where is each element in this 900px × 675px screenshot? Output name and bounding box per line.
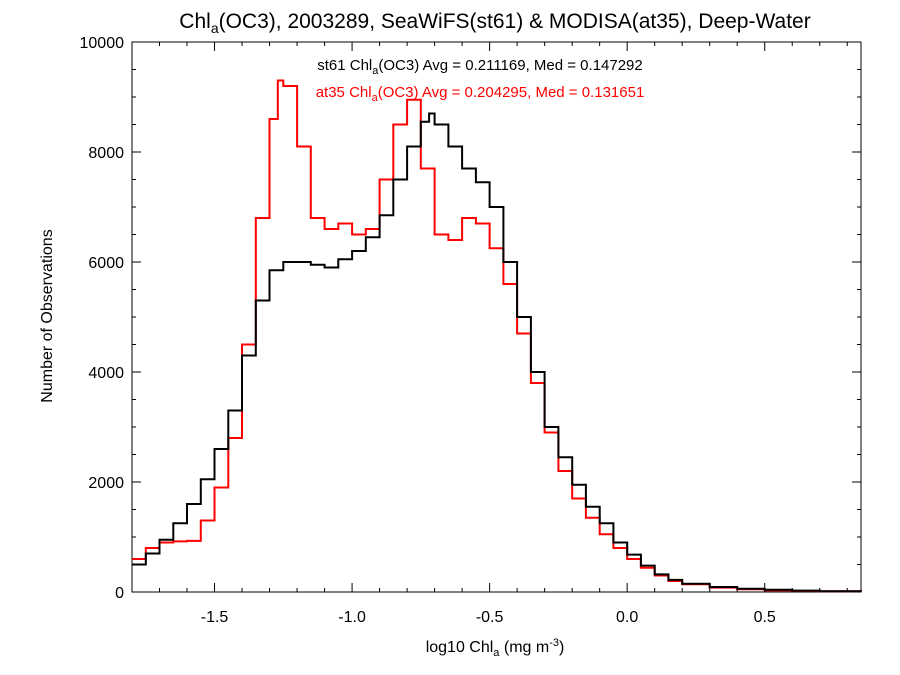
x-tick-label: 0.0 [616, 609, 638, 626]
x-tick-label: -1.5 [201, 609, 229, 626]
x-tick-label: 0.5 [754, 609, 776, 626]
title-rest: (OC3), 2003289, SeaWiFS(st61) & MODISA(a… [219, 10, 811, 33]
series-layer [132, 79, 862, 593]
annotation-at35-post: (OC3) Avg = 0.204295, Med = 0.131651 [378, 84, 645, 101]
annotation-at35-sub: a [372, 92, 379, 104]
y-tick-label: 6000 [88, 255, 124, 272]
x-axis-label: log10 Chla (mg m-3) [426, 637, 565, 659]
annotation-layer: st61 Chla(OC3) Avg = 0.211169, Med = 0.1… [316, 57, 645, 104]
xlabel-subscript: a [493, 647, 500, 659]
title-subscript: a [211, 20, 219, 36]
annotation-st61-pre: st61 Chl [317, 57, 372, 74]
x-tick-label: -0.5 [476, 609, 504, 626]
annotation-st61-sub: a [372, 65, 379, 77]
annotation-st61-post: (OC3) Avg = 0.211169, Med = 0.147292 [378, 57, 642, 74]
annotation-st61: st61 Chla(OC3) Avg = 0.211169, Med = 0.1… [317, 57, 643, 77]
series-st61-line [132, 112, 862, 593]
y-axis-label: Number of Observations [39, 229, 56, 402]
y-tick-label: 0 [115, 585, 124, 602]
annotation-at35: at35 Chla(OC3) Avg = 0.204295, Med = 0.1… [316, 84, 645, 104]
y-tick-label: 8000 [88, 145, 124, 162]
annotation-at35-pre: at35 Chl [316, 84, 372, 101]
xlabel-unit: (mg m [499, 639, 549, 656]
title-chl: Chl [179, 10, 211, 33]
y-tick-label: 2000 [88, 475, 124, 492]
xlabel-text: log10 Chl [426, 639, 494, 656]
y-tick-label: 4000 [88, 365, 124, 382]
y-tick-label: 10000 [80, 35, 125, 52]
plot-area [131, 41, 862, 593]
xlabel-superscript: -3 [549, 637, 559, 649]
chart-title: Chla(OC3), 2003289, SeaWiFS(st61) & MODI… [179, 10, 810, 36]
x-tick-label: -1.0 [338, 609, 366, 626]
xlabel-close: ) [559, 639, 564, 656]
tick-layer: -1.5 -1.0 -0.5 0.0 0.5 0 2000 4000 6000 8000 10000 [80, 35, 861, 626]
plot-frame [131, 41, 862, 593]
series-at35-line [132, 79, 862, 593]
